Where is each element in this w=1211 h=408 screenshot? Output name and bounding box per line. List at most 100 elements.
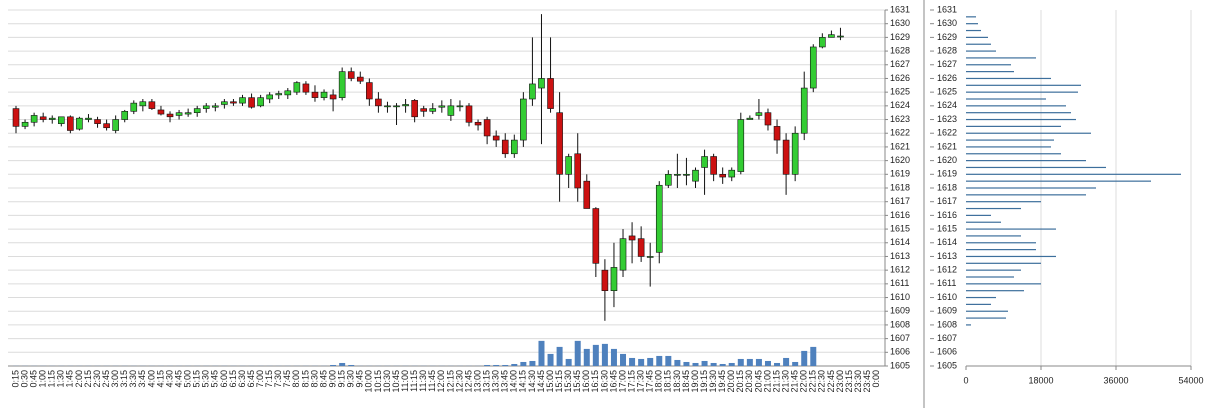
volume-bar — [556, 346, 563, 366]
bar — [966, 194, 1086, 196]
candle-body — [637, 238, 645, 257]
y-tick-label: 1607 — [890, 333, 910, 343]
candle-body — [837, 35, 844, 38]
volume-bar — [665, 355, 672, 366]
candle-body — [275, 93, 283, 96]
candle-body — [375, 98, 382, 107]
candle-body — [565, 156, 572, 175]
bar — [966, 84, 1081, 86]
y-tick-label: 1630 — [890, 18, 910, 28]
x-tick-label: 16:30 — [599, 370, 609, 393]
x-tick-label: 11:30 — [418, 370, 428, 392]
x-tick-label: 19:15 — [699, 370, 709, 393]
x-tick-label: 11:45 — [427, 370, 437, 392]
bar — [966, 29, 981, 32]
x-tick-label: 17:00 — [617, 370, 627, 393]
bar — [966, 118, 1076, 121]
x-tick-label: 8:45 — [318, 370, 328, 388]
x-tick-label: 12:30 — [454, 370, 464, 393]
candle-body — [67, 116, 74, 131]
candle-body — [710, 156, 717, 175]
x-tick-label: 23:30 — [853, 370, 863, 393]
bar — [966, 228, 1056, 230]
x-tick-label: 9:15 — [337, 370, 347, 388]
bar — [966, 276, 1014, 278]
x-tick-label: 5:30 — [201, 370, 211, 388]
y-tick-label: 1612 — [890, 265, 910, 275]
x-tick-label: 15:30 — [563, 370, 573, 393]
y-tick-label: 1629 — [937, 32, 957, 42]
y-tick-label: 1606 — [890, 347, 910, 357]
y-tick-label: 1625 — [890, 87, 910, 97]
bar — [966, 36, 988, 38]
y-tick-label: 1624 — [937, 100, 957, 110]
candle-body — [366, 82, 373, 100]
x-tick-label: 2:45 — [101, 370, 111, 388]
candle-body — [221, 101, 228, 105]
y-tick-label: 1628 — [890, 45, 910, 55]
x-tick-label: 4:45 — [173, 370, 183, 388]
x-tick-label: 3:15 — [119, 370, 129, 388]
y-tick-label: 1623 — [937, 114, 957, 124]
volume-bar — [520, 361, 527, 366]
volume-bar — [710, 362, 717, 366]
x-tick-label: 21:45 — [790, 370, 800, 393]
x-tick-label: 0:00 — [871, 370, 881, 388]
x-tick-label: 16:15 — [590, 370, 600, 393]
volume-bar — [538, 340, 545, 366]
x-tick-label: 36000 — [1103, 375, 1128, 385]
candle-body — [202, 105, 210, 109]
bar — [966, 125, 1061, 127]
bar — [966, 262, 1041, 264]
candle-body — [556, 112, 563, 175]
candle-body — [547, 78, 554, 109]
candle-body — [683, 174, 690, 176]
y-tick-label: 1630 — [937, 18, 957, 28]
y-tick-label: 1612 — [937, 265, 957, 275]
x-tick-label: 7:15 — [264, 370, 274, 388]
bar — [966, 235, 1021, 237]
candle-body — [411, 100, 418, 118]
volume-bar — [620, 353, 627, 366]
y-tick-label: 1618 — [890, 182, 910, 192]
volume-bar — [755, 358, 762, 366]
x-tick-label: 13:30 — [491, 370, 501, 393]
bar — [966, 187, 1096, 189]
candle-body — [800, 87, 808, 134]
y-tick-label: 1629 — [890, 32, 910, 42]
candle-body — [384, 105, 391, 108]
volume-bar — [502, 364, 509, 366]
candle-body — [121, 111, 129, 120]
x-tick-label: 13:00 — [472, 370, 482, 393]
candle-body — [492, 135, 500, 141]
bar — [966, 283, 1041, 285]
y-tick-label: 1617 — [890, 196, 910, 206]
y-tick-label: 1628 — [937, 45, 957, 55]
y-tick-label: 1610 — [937, 292, 957, 302]
y-tick-label: 1613 — [890, 251, 910, 261]
candle-body — [601, 269, 609, 291]
x-tick-label: 20:30 — [744, 370, 754, 393]
y-tick-label: 1607 — [937, 333, 957, 343]
volume-bar — [629, 357, 636, 366]
x-tick-label: 2:15 — [83, 370, 93, 388]
candle-body — [737, 119, 745, 172]
volume-bar — [801, 350, 808, 366]
candle-body — [701, 156, 708, 168]
candle-body — [94, 119, 101, 124]
y-tick-label: 1624 — [890, 100, 910, 110]
bar — [966, 153, 1061, 155]
volume-bar — [647, 357, 654, 366]
candle-body — [266, 94, 273, 100]
bar — [966, 269, 1021, 271]
x-tick-label: 14:45 — [536, 370, 546, 393]
y-tick-label: 1631 — [937, 4, 957, 14]
candle-body — [257, 97, 264, 107]
x-tick-label: 0:30 — [19, 370, 29, 388]
bar — [966, 112, 1071, 114]
candle-body — [809, 46, 817, 89]
x-tick-label: 10:15 — [373, 370, 383, 393]
bar — [966, 77, 1051, 80]
candle-body — [230, 101, 237, 104]
